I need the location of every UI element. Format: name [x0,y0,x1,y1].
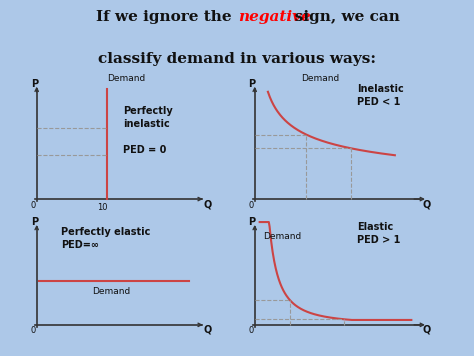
Text: classify demand in various ways:: classify demand in various ways: [98,52,376,66]
Text: P: P [31,217,38,227]
Text: Inelastic
PED < 1: Inelastic PED < 1 [357,84,404,107]
Text: Demand: Demand [107,74,145,83]
Text: Q: Q [423,325,431,335]
Text: Q: Q [423,200,431,210]
Text: Perfectly
inelastic

PED = 0: Perfectly inelastic PED = 0 [123,106,173,155]
Text: 0: 0 [30,201,36,210]
Text: Q: Q [203,200,211,210]
Text: Elastic
PED > 1: Elastic PED > 1 [357,222,401,245]
Text: sign, we can: sign, we can [237,10,400,24]
Text: Demand: Demand [301,74,339,83]
Text: negative: negative [238,10,310,24]
Text: 0: 0 [248,201,254,210]
Text: P: P [31,79,38,89]
Text: PED=∞: PED=∞ [62,241,100,251]
Text: 0: 0 [30,326,36,335]
Text: Q: Q [203,325,211,335]
Text: Perfectly elastic: Perfectly elastic [62,227,151,237]
Text: P: P [248,79,255,89]
Text: 0: 0 [248,326,254,335]
Text: Demand: Demand [92,287,130,295]
Text: 10: 10 [97,203,108,212]
Text: P: P [248,217,255,227]
Text: Demand: Demand [263,232,301,241]
Text: If we ignore the: If we ignore the [96,10,237,24]
